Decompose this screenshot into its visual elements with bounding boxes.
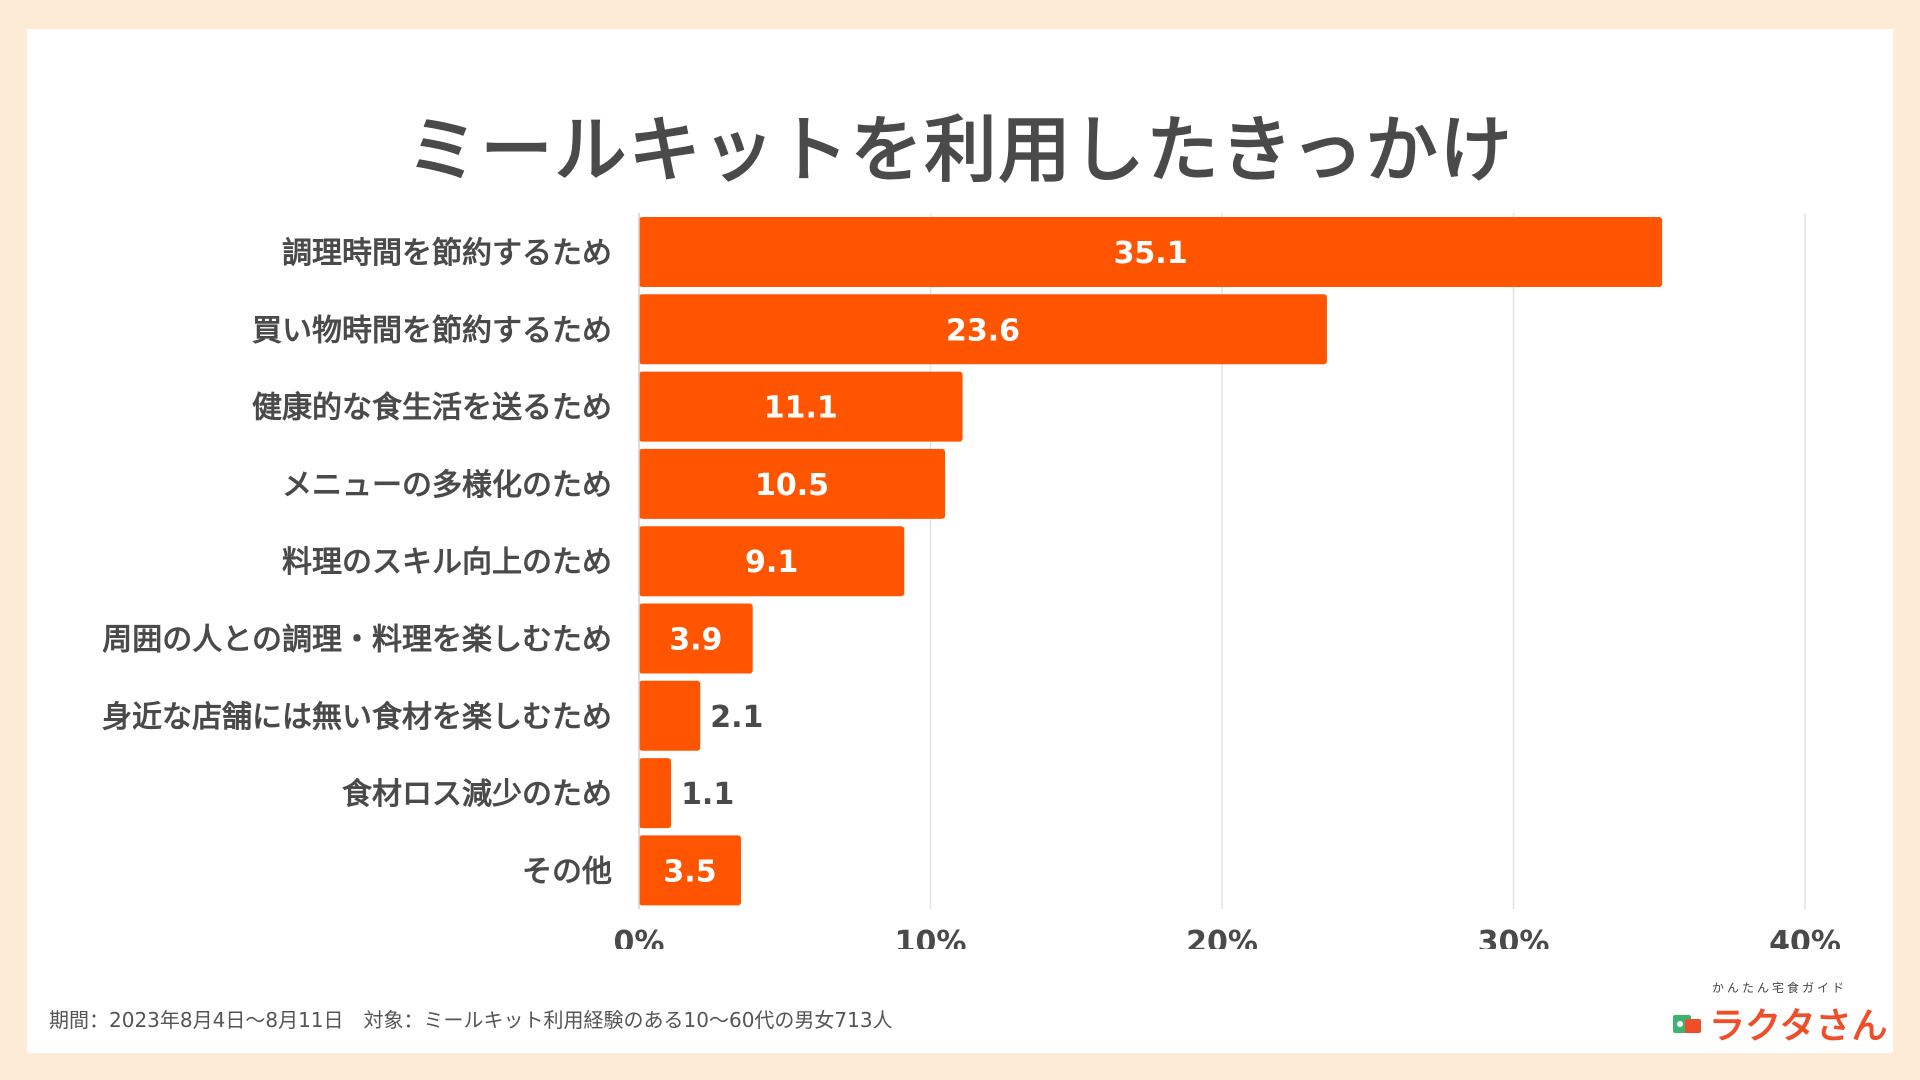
data-label: 35.1 [1114, 236, 1188, 271]
category-label: 料理のスキル向上のため [282, 545, 612, 580]
rakuta-logo[interactable]: かんたん宅食ガイド ラクタさん [1671, 979, 1888, 1049]
category-label: 健康的な食生活を送るため [252, 391, 612, 426]
category-label: メニューの多様化のため [282, 468, 612, 503]
data-label: 1.1 [681, 777, 734, 812]
category-label: 周囲の人との調理・料理を楽しむため [102, 623, 612, 658]
x-tick-label: 30% [1478, 925, 1550, 949]
x-tick-label: 0% [614, 925, 665, 949]
survey-footnote: 期間：2023年8月4日〜8月11日 対象：ミールキット利用経験のある10〜60… [49, 1008, 893, 1032]
data-label: 3.5 [663, 854, 716, 889]
bar [639, 526, 905, 597]
x-tick-label: 10% [895, 925, 967, 949]
x-tick-label: 20% [1186, 925, 1258, 949]
bar [639, 448, 946, 519]
x-tick-label: 40% [1769, 925, 1841, 949]
data-label: 3.9 [669, 623, 722, 658]
category-label: 買い物時間を節約するため [252, 313, 612, 348]
data-label: 2.1 [710, 700, 763, 735]
bar [639, 835, 742, 906]
chart-card: ミールキットを利用したきっかけ 0% 10% 20% 30% 40% 調理時間を節約するた… [27, 29, 1893, 1053]
data-label: 9.1 [745, 545, 798, 580]
data-label: 10.5 [755, 468, 829, 503]
bar [639, 603, 753, 674]
chart-title: ミールキットを利用したきっかけ [406, 108, 1514, 192]
bar [639, 680, 701, 751]
logo-tagline: かんたん宅食ガイド [1711, 981, 1847, 995]
data-label: 11.1 [764, 391, 838, 426]
data-label: 23.6 [946, 313, 1020, 348]
bar-chart: 0% 10% 20% 30% 40% 調理時間を節約するため 35.1 買い物時間を節約するた… [102, 213, 1841, 949]
bar [639, 758, 672, 829]
bar [639, 217, 1663, 287]
category-label: 身近な店舗には無い食材を楽しむため [102, 700, 612, 735]
category-label: 調理時間を節約するため [282, 236, 612, 271]
category-label: 食材ロス減少のため [342, 777, 612, 812]
bar [639, 371, 963, 442]
bar [639, 294, 1327, 365]
logo-wordmark: ラクタさん [1709, 1006, 1888, 1047]
food-box-icon [1673, 1015, 1701, 1033]
category-label: その他 [522, 854, 612, 889]
